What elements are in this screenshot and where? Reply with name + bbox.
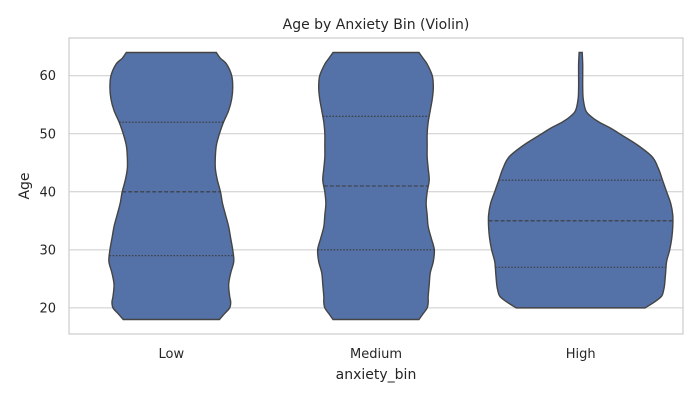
x-tick-labels: Low Medium High <box>159 347 596 362</box>
x-tick-label: High <box>566 347 596 362</box>
violin-medium <box>316 51 436 321</box>
y-tick-label: 50 <box>39 127 56 142</box>
y-axis-label: Age <box>17 172 33 199</box>
chart-title: Age by Anxiety Bin (Violin) <box>283 17 470 33</box>
violin-body <box>316 51 436 321</box>
violin-high <box>487 51 674 309</box>
y-tick-label: 20 <box>39 301 56 316</box>
y-tick-labels: 20 30 40 50 60 <box>39 69 56 316</box>
plot-frame <box>68 37 684 335</box>
x-axis-label: anxiety_bin <box>336 367 417 383</box>
x-tick-label: Low <box>159 347 185 362</box>
violins <box>108 51 674 321</box>
y-tick-label: 30 <box>39 243 56 258</box>
violin-low <box>108 51 235 321</box>
x-tick-label: Medium <box>350 347 402 362</box>
y-tick-label: 40 <box>39 185 56 200</box>
violin-body <box>487 51 674 309</box>
y-tick-label: 60 <box>39 69 56 84</box>
violin-body <box>108 51 235 321</box>
